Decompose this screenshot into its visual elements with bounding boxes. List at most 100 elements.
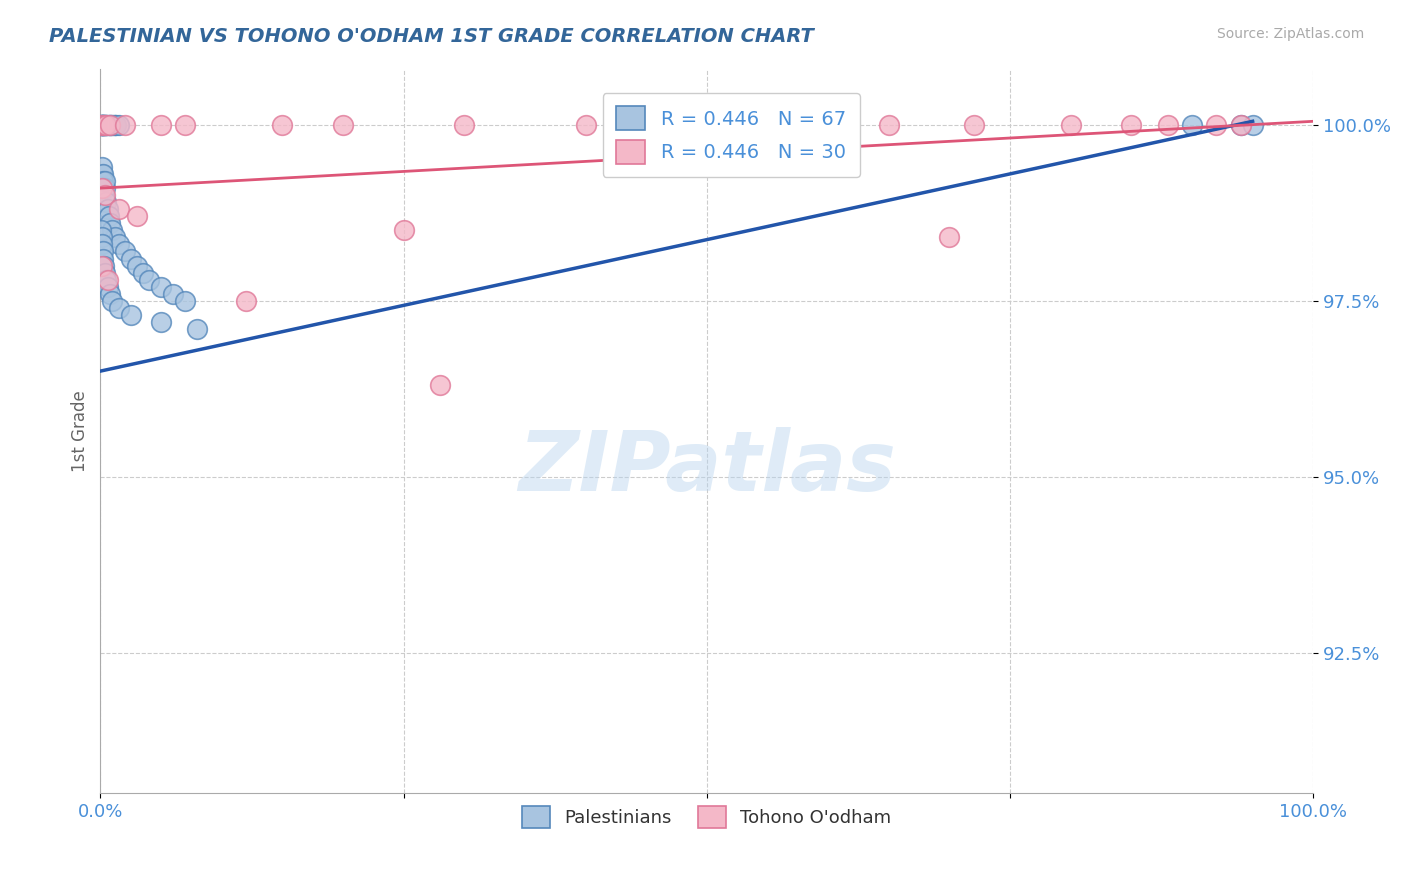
Point [98,286,121,301]
Point [696,118,718,132]
Point [1181,118,1204,132]
Point [90,118,112,132]
Point [93,252,115,266]
Point [97,272,120,286]
Point [1060,118,1083,132]
Point [103,118,125,132]
Point [93,118,115,132]
Point [96,272,118,286]
Point [101,118,124,132]
Point [132,266,155,280]
Point [91,160,114,174]
Text: PALESTINIAN VS TOHONO O'ODHAM 1ST GRADE CORRELATION CHART: PALESTINIAN VS TOHONO O'ODHAM 1ST GRADE … [49,27,814,45]
Point [90,188,112,202]
Point [120,252,142,266]
Point [94,174,117,188]
Point [90,118,112,132]
Point [98,118,121,132]
Point [90,181,112,195]
Point [104,118,127,132]
Point [877,118,900,132]
Point [104,230,127,244]
Point [90,223,112,237]
Point [574,118,596,132]
Point [125,259,148,273]
Point [1157,118,1180,132]
Text: ZIPatlas: ZIPatlas [517,426,896,508]
Point [90,118,112,132]
Point [93,188,115,202]
Point [793,118,815,132]
Point [125,209,148,223]
Point [105,118,128,132]
Point [101,293,124,308]
Point [90,174,112,188]
Legend: Palestinians, Tohono O'odham: Palestinians, Tohono O'odham [515,798,898,835]
Point [1229,118,1251,132]
Point [91,118,114,132]
Point [97,209,120,223]
Point [162,286,184,301]
Point [93,118,115,132]
Point [91,244,114,259]
Point [97,202,120,217]
Point [91,118,114,132]
Point [174,118,197,132]
Point [96,118,118,132]
Point [90,118,112,132]
Point [91,118,114,132]
Point [91,237,114,252]
Point [97,118,120,132]
Point [453,118,475,132]
Point [96,195,118,210]
Point [94,118,117,132]
Point [93,118,115,132]
Point [93,181,115,195]
Point [91,174,114,188]
Point [97,279,120,293]
Point [174,293,197,308]
Text: Source: ZipAtlas.com: Source: ZipAtlas.com [1216,27,1364,41]
Point [392,223,415,237]
Point [90,118,112,132]
Point [114,118,136,132]
Point [94,118,117,132]
Y-axis label: 1st Grade: 1st Grade [72,390,89,472]
Point [93,181,115,195]
Point [90,230,112,244]
Point [101,223,124,237]
Point [90,167,112,181]
Point [97,118,120,132]
Point [138,272,160,286]
Point [91,118,114,132]
Point [90,259,112,273]
Point [107,118,129,132]
Point [235,293,257,308]
Point [100,118,122,132]
Point [150,279,173,293]
Point [98,118,121,132]
Point [93,259,115,273]
Point [94,188,117,202]
Point [107,301,129,315]
Point [1205,118,1227,132]
Point [107,237,129,252]
Point [332,118,354,132]
Point [186,322,208,336]
Point [150,315,173,329]
Point [96,118,118,132]
Point [963,118,986,132]
Point [271,118,294,132]
Point [114,244,136,259]
Point [107,202,129,217]
Point [120,308,142,322]
Point [94,266,117,280]
Point [1121,118,1143,132]
Point [1241,118,1264,132]
Point [429,378,451,392]
Point [938,230,960,244]
Point [1229,118,1251,132]
Point [91,167,114,181]
Point [91,181,114,195]
Point [150,118,173,132]
